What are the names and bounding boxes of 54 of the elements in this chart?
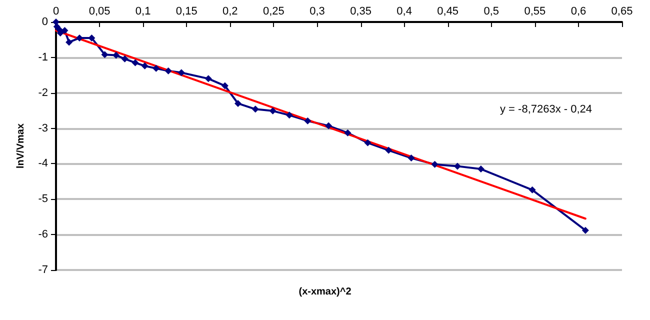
y-tick-label: 0 xyxy=(42,16,48,28)
y-tick-label: -2 xyxy=(38,86,48,99)
x-tick-label: 0,6 xyxy=(570,6,586,18)
point xyxy=(344,129,352,136)
point xyxy=(304,117,312,124)
point xyxy=(528,186,536,194)
point xyxy=(121,55,128,62)
point xyxy=(132,59,139,66)
point xyxy=(178,69,185,76)
x-tick-label: 0,3 xyxy=(310,6,325,18)
point xyxy=(252,106,259,113)
y-axis-title: lnV/Vmax xyxy=(16,123,26,169)
x-tick-label: 0 xyxy=(52,6,60,18)
y-tick-label: -5 xyxy=(38,193,48,206)
x-tick-label: 0,1 xyxy=(135,6,151,18)
y-tick-label: -6 xyxy=(38,228,48,241)
x-tick-label: 0,4 xyxy=(396,6,412,18)
point xyxy=(364,139,372,146)
x-tick-label: 0,25 xyxy=(262,6,284,18)
point xyxy=(112,52,120,59)
point xyxy=(88,34,96,42)
point xyxy=(221,82,228,90)
point xyxy=(101,51,108,58)
y-tick-label: -7 xyxy=(38,264,48,276)
point xyxy=(66,38,73,46)
y-tick-label: -4 xyxy=(38,158,48,170)
point xyxy=(408,154,415,162)
point xyxy=(454,162,461,170)
point xyxy=(325,122,332,130)
point xyxy=(269,107,276,114)
x-tick-label: 0,55 xyxy=(524,6,546,18)
point xyxy=(286,112,293,119)
x-tick-label: 0,45 xyxy=(437,6,459,18)
point xyxy=(431,160,438,168)
point xyxy=(234,100,242,107)
point xyxy=(164,67,172,74)
x-axis-title: (x-xmax)^2 xyxy=(298,286,352,298)
point xyxy=(141,62,148,70)
point xyxy=(477,166,484,173)
point xyxy=(76,34,84,42)
y-tick-label: -3 xyxy=(38,122,48,134)
point xyxy=(204,75,212,82)
point xyxy=(61,27,68,34)
point xyxy=(152,64,160,72)
point xyxy=(385,146,392,154)
x-tick-label: 0,05 xyxy=(88,6,110,18)
y-tick-label: -1 xyxy=(38,51,48,64)
x-tick-label: 0,5 xyxy=(484,6,500,18)
annotation: y = -8,7263x - 0,24 xyxy=(500,104,592,116)
x-tick-label: 0,15 xyxy=(176,6,198,18)
x-tick-label: 0,2 xyxy=(222,6,238,18)
x-tick-label: 0,35 xyxy=(350,6,372,18)
point xyxy=(582,226,589,234)
x-tick-label: 0,65 xyxy=(611,6,633,18)
